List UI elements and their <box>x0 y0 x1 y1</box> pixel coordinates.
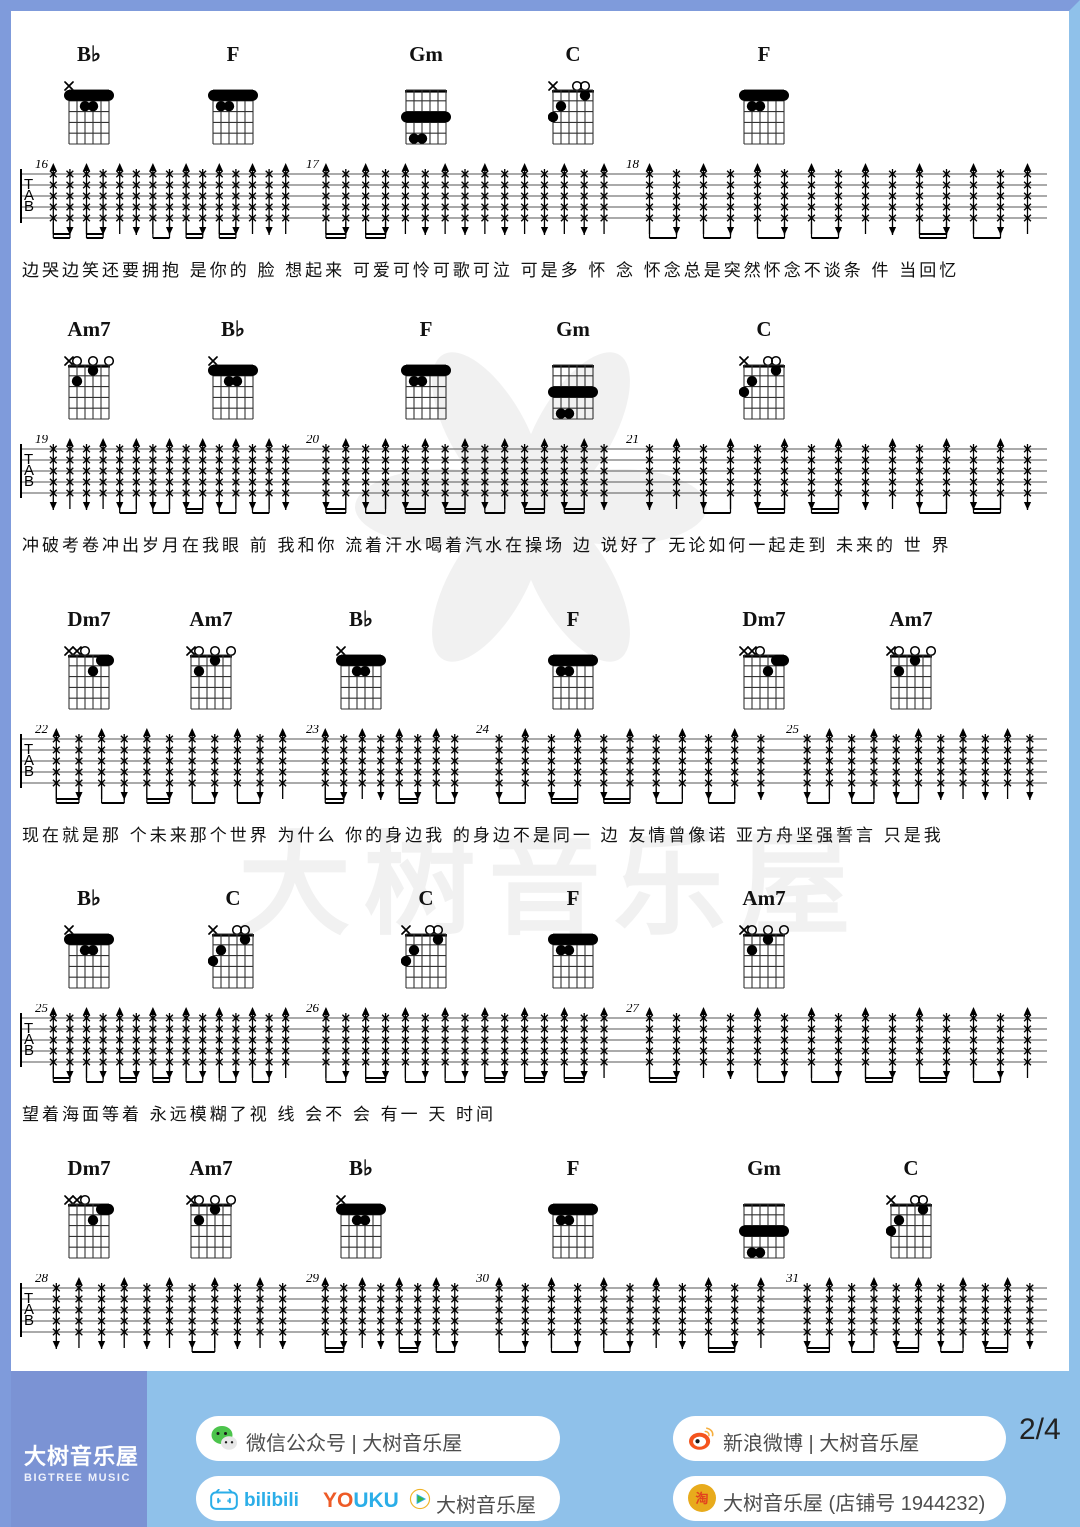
svg-text:B: B <box>24 198 34 215</box>
svg-text:B: B <box>24 473 34 490</box>
svg-text:17: 17 <box>306 160 320 171</box>
svg-text:16: 16 <box>35 160 49 171</box>
svg-text:24: 24 <box>476 725 490 736</box>
svg-text:29: 29 <box>306 1274 320 1285</box>
svg-text:30: 30 <box>475 1274 490 1285</box>
svg-text:19: 19 <box>35 435 49 446</box>
svg-text:22: 22 <box>35 725 49 736</box>
svg-text:B: B <box>24 1312 34 1329</box>
svg-text:26: 26 <box>306 1004 320 1015</box>
svg-text:27: 27 <box>626 1004 640 1015</box>
svg-text:淘: 淘 <box>695 1491 708 1506</box>
svg-text:25: 25 <box>35 1004 49 1015</box>
svg-text:B: B <box>24 1042 34 1059</box>
svg-text:B: B <box>24 763 34 780</box>
svg-text:28: 28 <box>35 1274 49 1285</box>
svg-text:23: 23 <box>306 725 320 736</box>
svg-text:31: 31 <box>785 1274 799 1285</box>
svg-text:25: 25 <box>786 725 800 736</box>
svg-text:20: 20 <box>306 435 320 446</box>
svg-text:18: 18 <box>626 160 640 171</box>
svg-text:21: 21 <box>626 435 639 446</box>
